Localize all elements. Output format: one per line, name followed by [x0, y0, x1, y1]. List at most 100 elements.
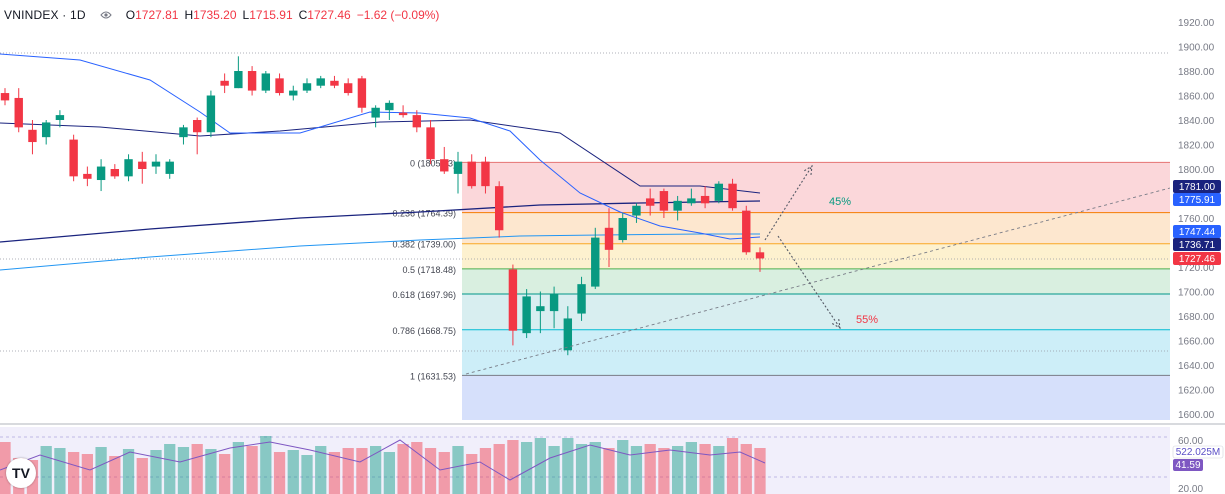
candle-body[interactable] — [151, 161, 161, 167]
candle-body[interactable] — [577, 284, 586, 314]
volume-bar[interactable] — [315, 446, 327, 494]
price-tag[interactable] — [1173, 180, 1221, 193]
candle-body[interactable] — [412, 115, 422, 128]
candle-body[interactable] — [645, 198, 655, 206]
candle-body[interactable] — [124, 159, 133, 177]
candle-body[interactable] — [316, 78, 325, 86]
volume-bar[interactable] — [726, 438, 739, 494]
volume-bar[interactable] — [438, 452, 450, 494]
candle-body[interactable] — [742, 210, 751, 253]
price-tag[interactable] — [1173, 252, 1221, 265]
candle-body[interactable] — [69, 139, 78, 177]
candle-body[interactable] — [632, 205, 641, 216]
volume-bar[interactable] — [205, 449, 217, 494]
volume-bar[interactable] — [191, 444, 203, 494]
volume-bar[interactable] — [630, 446, 643, 494]
volume-bar[interactable] — [534, 438, 546, 494]
volume-bar[interactable] — [232, 442, 244, 494]
candle-body[interactable] — [41, 122, 51, 138]
candle-body[interactable] — [481, 161, 490, 187]
volume-bar[interactable] — [521, 442, 533, 494]
candle-body[interactable] — [440, 159, 449, 172]
candle-body[interactable] — [591, 237, 600, 287]
candle-body[interactable] — [522, 296, 531, 334]
candle-body[interactable] — [0, 93, 10, 101]
volume-bar[interactable] — [136, 458, 148, 494]
volume-bar[interactable] — [260, 436, 272, 494]
volume-bar[interactable] — [740, 444, 752, 494]
candle-body[interactable] — [467, 161, 476, 187]
candle-body[interactable] — [398, 112, 408, 116]
volume-bar[interactable] — [699, 444, 711, 494]
volume-tag[interactable] — [1172, 445, 1224, 459]
candle-body[interactable] — [289, 90, 298, 96]
price-axis[interactable] — [1170, 0, 1225, 425]
volume-bar[interactable] — [342, 448, 354, 494]
volume-bar[interactable] — [246, 446, 258, 494]
candle-body[interactable] — [728, 183, 737, 209]
candle-body[interactable] — [261, 73, 271, 91]
volume-bar[interactable] — [575, 444, 588, 494]
volume-bar[interactable] — [219, 454, 231, 494]
volume-bar[interactable] — [273, 452, 286, 494]
candle-body[interactable] — [247, 71, 257, 91]
candle-body[interactable] — [330, 80, 339, 86]
tradingview-logo[interactable]: TV — [6, 458, 36, 488]
candle-body[interactable] — [357, 78, 367, 108]
candle-body[interactable] — [563, 318, 573, 351]
volume-bar[interactable] — [603, 448, 615, 494]
volume-bar[interactable] — [644, 444, 656, 494]
volume-bar[interactable] — [287, 450, 299, 494]
candle-body[interactable] — [508, 269, 518, 331]
volume-bar[interactable] — [562, 438, 574, 494]
ma-fast-line[interactable] — [0, 53, 761, 240]
candle-body[interactable] — [83, 173, 92, 179]
candle-body[interactable] — [179, 127, 188, 138]
volume-bar[interactable] — [466, 454, 478, 494]
volume-bar[interactable] — [754, 448, 766, 494]
candle-body[interactable] — [14, 97, 23, 128]
volume-bar[interactable] — [383, 452, 395, 494]
candle-body[interactable] — [453, 161, 463, 174]
volume-bar[interactable] — [493, 444, 505, 494]
candle-body[interactable] — [138, 161, 147, 169]
volume-bar[interactable] — [301, 455, 313, 494]
candle-body[interactable] — [426, 127, 435, 160]
volume-bar[interactable] — [164, 444, 176, 494]
candle-body[interactable] — [618, 218, 627, 241]
volume-bar[interactable] — [328, 452, 341, 494]
volume-bar[interactable] — [548, 446, 560, 494]
projection-arrow-down[interactable] — [777, 235, 841, 329]
volume-bar[interactable] — [40, 446, 52, 494]
candle-body[interactable] — [385, 102, 394, 111]
candle-body[interactable] — [494, 186, 504, 231]
candle-body[interactable] — [110, 169, 120, 177]
candle-body[interactable] — [220, 80, 229, 86]
volume-bar[interactable] — [589, 442, 601, 494]
candle-body[interactable] — [234, 71, 243, 89]
volume-bar[interactable] — [122, 449, 135, 494]
volume-bar[interactable] — [713, 446, 725, 494]
volume-bar[interactable] — [68, 452, 80, 494]
eye-icon[interactable] — [100, 9, 112, 21]
candle-body[interactable] — [206, 95, 216, 133]
volume-bar[interactable] — [81, 454, 93, 494]
candle-body[interactable] — [673, 200, 682, 211]
price-tag[interactable] — [1173, 225, 1221, 238]
candle-body[interactable] — [549, 293, 559, 312]
candle-body[interactable] — [659, 191, 669, 211]
volume-bar[interactable] — [672, 446, 684, 494]
volume-bar[interactable] — [150, 450, 162, 494]
ma-long-line[interactable] — [0, 200, 761, 243]
ma-blue-line[interactable] — [0, 119, 761, 194]
candle-body[interactable] — [700, 195, 710, 204]
candle-body[interactable] — [55, 115, 65, 120]
volume-bar[interactable] — [397, 444, 409, 494]
candle-body[interactable] — [302, 83, 312, 91]
candle-body[interactable] — [536, 306, 545, 312]
candle-body[interactable] — [371, 107, 380, 118]
candle-body[interactable] — [275, 78, 284, 94]
volume-bar[interactable] — [95, 447, 107, 494]
volume-bar[interactable] — [617, 440, 629, 494]
